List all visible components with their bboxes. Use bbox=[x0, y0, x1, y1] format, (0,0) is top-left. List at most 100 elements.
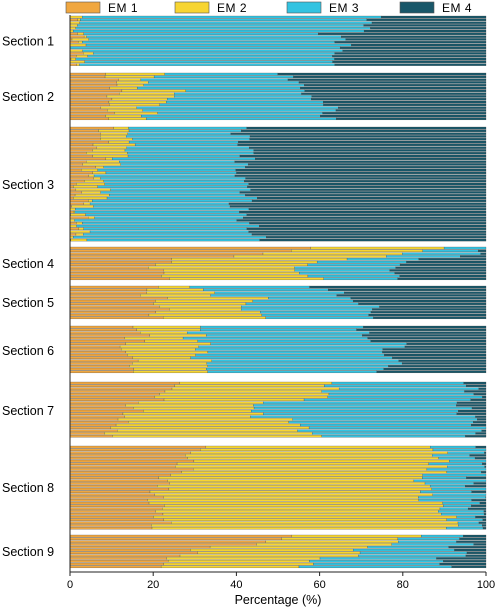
bar-segment bbox=[69, 227, 79, 231]
bar-segment bbox=[167, 479, 415, 482]
bar-segment bbox=[391, 543, 474, 546]
bar-segment bbox=[69, 21, 80, 24]
bar-segment bbox=[69, 81, 117, 84]
section-2-bars bbox=[69, 72, 487, 121]
bar-segment bbox=[443, 560, 487, 563]
bar-segment bbox=[69, 109, 108, 112]
bar-segment bbox=[422, 476, 467, 480]
bar-segment bbox=[164, 504, 444, 508]
bar-segment bbox=[167, 560, 310, 563]
bar-segment bbox=[104, 432, 313, 435]
bar-segment bbox=[69, 337, 125, 340]
bar-segment bbox=[344, 291, 487, 294]
bar-segment bbox=[251, 233, 487, 236]
bar-segment bbox=[420, 490, 472, 494]
bar-segment bbox=[460, 255, 487, 258]
bar-segment bbox=[69, 490, 151, 494]
bar-segment bbox=[311, 95, 487, 98]
bar-segment bbox=[214, 291, 345, 294]
legend: EM 1 EM 2 EM 3 EM 4 bbox=[65, 1, 472, 15]
bar-segment bbox=[69, 518, 164, 522]
bar-segment bbox=[69, 297, 168, 300]
bar-segment bbox=[119, 345, 199, 348]
bar-segment bbox=[74, 210, 240, 214]
bar-segment bbox=[112, 157, 256, 161]
bar-segment bbox=[69, 92, 120, 95]
bar-segment bbox=[256, 543, 392, 546]
bar-segment bbox=[153, 75, 294, 79]
bar-segment bbox=[363, 29, 487, 33]
bar-segment bbox=[69, 255, 235, 258]
bar-segment bbox=[69, 18, 79, 22]
bar-segment bbox=[181, 471, 448, 474]
bar-segment bbox=[334, 41, 487, 44]
bar-segment bbox=[69, 291, 147, 294]
bar-segment bbox=[69, 233, 77, 236]
bar-segment bbox=[466, 476, 487, 480]
bar-segment bbox=[207, 370, 377, 374]
bar-segment bbox=[71, 38, 89, 41]
bar-segment bbox=[97, 185, 248, 189]
x-tick-label: 0 bbox=[67, 579, 73, 591]
bar-segment bbox=[69, 138, 101, 141]
bar-segment bbox=[86, 35, 342, 38]
bar-segment bbox=[87, 55, 333, 58]
bar-segment bbox=[84, 180, 104, 183]
bar-segment bbox=[332, 60, 487, 64]
bar-segment bbox=[243, 216, 487, 219]
bar-segment bbox=[248, 230, 487, 233]
legend-label-2: EM 2 bbox=[217, 1, 247, 15]
bar-segment bbox=[140, 78, 289, 81]
bar-segment bbox=[69, 258, 172, 261]
bar-segment bbox=[265, 540, 399, 543]
bar-segment bbox=[92, 154, 129, 158]
bar-segment bbox=[69, 501, 150, 505]
bar-segment bbox=[81, 191, 101, 194]
bar-segment bbox=[69, 15, 83, 19]
bar-segment bbox=[443, 246, 487, 250]
bar-segment bbox=[69, 454, 186, 457]
bar-segment bbox=[69, 457, 188, 460]
bar-segment bbox=[366, 18, 487, 22]
bar-segment bbox=[291, 249, 423, 253]
bar-segment bbox=[292, 418, 478, 421]
bar-segment bbox=[475, 432, 487, 435]
bar-segment bbox=[69, 445, 206, 449]
bar-segment bbox=[109, 86, 138, 90]
bar-segment bbox=[475, 415, 487, 418]
bar-segment bbox=[398, 540, 457, 543]
bar-segment bbox=[69, 493, 155, 496]
bar-segment bbox=[69, 398, 165, 402]
bar-segment bbox=[117, 429, 298, 432]
bar-segment bbox=[69, 316, 164, 320]
bar-segment bbox=[345, 38, 487, 41]
bar-segment bbox=[142, 109, 337, 112]
bar-segment bbox=[69, 177, 94, 180]
bar-segment bbox=[236, 219, 487, 222]
bar-segment bbox=[69, 387, 173, 390]
bar-segment bbox=[100, 132, 128, 135]
bar-segment bbox=[159, 103, 324, 107]
bar-segment bbox=[69, 106, 101, 109]
bar-segment bbox=[471, 504, 487, 508]
bar-segment bbox=[422, 473, 487, 477]
bar-segment bbox=[69, 418, 119, 421]
bar-segment bbox=[448, 546, 487, 549]
bar-segment bbox=[69, 246, 311, 250]
bar-segment bbox=[146, 291, 215, 294]
section-label-4: Section 4 bbox=[2, 257, 54, 271]
bar-segment bbox=[69, 174, 90, 177]
section-label-7: Section 7 bbox=[2, 404, 54, 418]
bar-segment bbox=[482, 524, 487, 527]
bar-segment bbox=[74, 194, 110, 197]
bar-segment bbox=[197, 339, 371, 343]
bar-segment bbox=[73, 29, 365, 33]
bar-segment bbox=[200, 448, 434, 452]
section-label-5: Section 5 bbox=[2, 296, 54, 310]
bar-segment bbox=[75, 57, 335, 61]
bar-segment bbox=[259, 238, 487, 242]
bar-segment bbox=[463, 534, 487, 538]
bar-segment bbox=[203, 288, 329, 292]
bar-segment bbox=[338, 387, 479, 390]
